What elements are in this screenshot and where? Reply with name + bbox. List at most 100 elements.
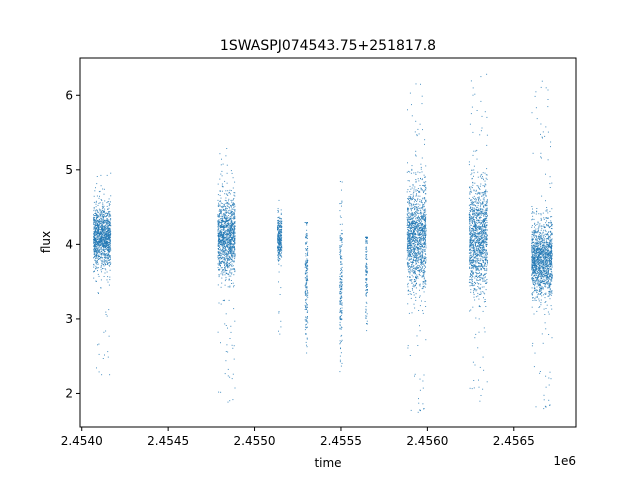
data-point — [340, 347, 341, 349]
data-point — [475, 243, 476, 245]
data-point — [230, 205, 232, 206]
data-point — [424, 198, 426, 200]
data-point — [409, 230, 411, 232]
data-point — [224, 223, 226, 225]
data-point — [469, 242, 471, 244]
data-point — [408, 217, 410, 219]
data-point — [419, 204, 421, 206]
data-point — [306, 254, 308, 256]
data-point — [230, 217, 232, 219]
data-point — [232, 238, 233, 239]
data-point — [103, 240, 105, 242]
data-point — [481, 251, 482, 253]
data-point — [425, 224, 427, 226]
data-point — [407, 293, 409, 295]
data-point — [304, 319, 306, 321]
data-point — [95, 238, 97, 240]
data-point — [366, 259, 368, 260]
data-point — [423, 408, 425, 410]
data-point — [108, 309, 110, 311]
data-point — [340, 298, 342, 300]
data-point — [230, 206, 232, 208]
data-point — [93, 242, 95, 244]
data-point — [99, 195, 100, 197]
data-point — [219, 260, 220, 262]
data-point — [365, 255, 367, 257]
data-point — [225, 215, 227, 217]
data-point — [103, 254, 105, 256]
data-point — [109, 242, 111, 244]
data-point — [234, 209, 236, 211]
data-point — [307, 252, 309, 254]
data-point — [224, 206, 226, 207]
data-point — [102, 216, 104, 217]
data-point — [423, 204, 425, 206]
data-point — [477, 222, 479, 224]
data-point — [101, 228, 103, 230]
data-point — [410, 232, 412, 234]
data-point — [219, 248, 221, 250]
data-point — [229, 211, 231, 213]
data-point — [233, 253, 235, 255]
data-point — [479, 185, 481, 187]
data-point — [277, 249, 279, 251]
data-point — [483, 197, 485, 199]
data-point — [472, 203, 474, 205]
data-point — [217, 226, 219, 228]
data-point — [95, 203, 97, 205]
data-point — [101, 223, 103, 225]
data-point — [97, 249, 99, 251]
data-point — [422, 253, 423, 255]
data-point — [412, 260, 414, 262]
data-point — [480, 259, 482, 261]
data-point — [224, 268, 226, 270]
data-point — [220, 230, 222, 232]
data-point — [307, 289, 308, 291]
data-point — [419, 227, 421, 228]
data-point — [224, 267, 226, 269]
data-point — [423, 238, 424, 240]
data-point — [407, 284, 409, 286]
data-point — [407, 251, 409, 253]
data-point — [231, 344, 233, 346]
data-point — [413, 294, 415, 296]
data-point — [97, 241, 99, 243]
data-point — [106, 233, 108, 235]
data-point — [279, 239, 281, 240]
data-point — [108, 235, 109, 236]
data-point — [304, 273, 306, 275]
data-point — [96, 224, 98, 226]
data-point — [231, 229, 233, 231]
data-point — [231, 215, 233, 217]
data-point — [414, 307, 416, 309]
data-point — [418, 227, 420, 229]
data-point — [409, 240, 411, 242]
data-point — [410, 244, 412, 245]
data-point — [474, 221, 476, 223]
data-point — [107, 211, 109, 213]
data-point — [223, 228, 225, 230]
data-point — [94, 245, 96, 247]
data-point — [108, 212, 110, 214]
data-point — [222, 261, 224, 262]
data-point — [407, 276, 409, 278]
data-point — [409, 198, 411, 200]
data-point — [409, 271, 411, 273]
data-point — [307, 293, 309, 295]
data-point — [226, 225, 227, 227]
data-point — [480, 226, 482, 228]
data-point — [412, 203, 414, 205]
data-point — [419, 274, 421, 276]
data-point — [424, 249, 426, 251]
data-point — [228, 191, 230, 193]
data-point — [227, 238, 229, 240]
data-point — [411, 240, 413, 242]
data-point — [481, 229, 483, 231]
data-point — [102, 245, 104, 247]
data-point — [105, 236, 107, 238]
data-point — [409, 232, 410, 234]
data-point — [418, 226, 420, 228]
data-point — [417, 229, 419, 231]
data-point — [109, 232, 111, 233]
data-point — [222, 240, 224, 242]
